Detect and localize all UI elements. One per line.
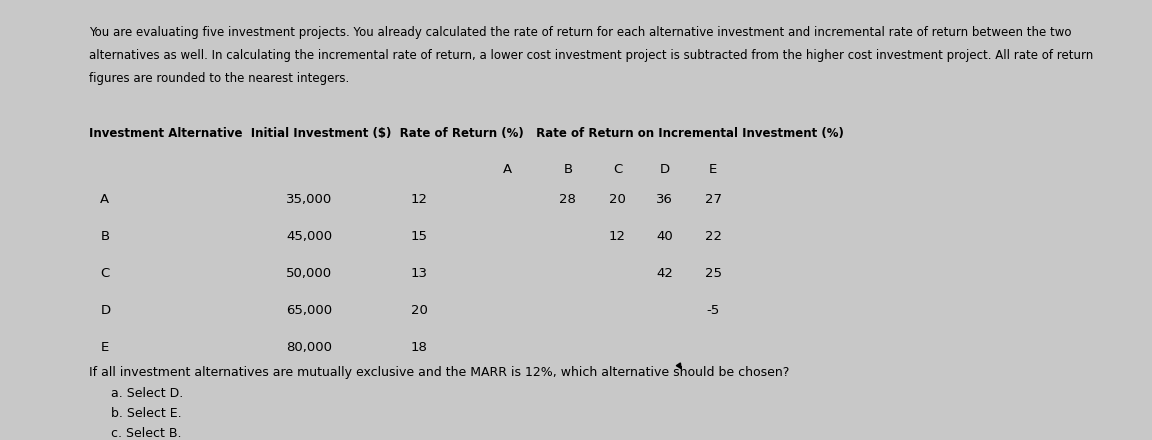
Text: D: D [100, 304, 111, 317]
Text: C: C [613, 163, 622, 176]
Text: 18: 18 [411, 341, 427, 354]
Text: figures are rounded to the nearest integers.: figures are rounded to the nearest integ… [90, 72, 349, 85]
Text: 13: 13 [411, 267, 427, 280]
Text: alternatives as well. In calculating the incremental rate of return, a lower cos: alternatives as well. In calculating the… [90, 49, 1093, 62]
Text: 12: 12 [411, 193, 427, 205]
Text: -5: -5 [706, 304, 720, 317]
Text: 65,000: 65,000 [287, 304, 333, 317]
Text: E: E [708, 163, 718, 176]
Text: D: D [660, 163, 669, 176]
Text: 36: 36 [657, 193, 673, 205]
Text: B: B [100, 230, 109, 243]
Text: b. Select E.: b. Select E. [112, 407, 182, 420]
Text: 12: 12 [609, 230, 626, 243]
Text: a. Select D.: a. Select D. [112, 387, 183, 400]
Text: 25: 25 [705, 267, 721, 280]
Text: B: B [563, 163, 573, 176]
Text: 20: 20 [609, 193, 626, 205]
Text: 45,000: 45,000 [287, 230, 333, 243]
Text: C: C [100, 267, 109, 280]
Text: You are evaluating five investment projects. You already calculated the rate of : You are evaluating five investment proje… [90, 26, 1071, 39]
Text: A: A [502, 163, 511, 176]
Text: 42: 42 [657, 267, 673, 280]
Text: 20: 20 [411, 304, 427, 317]
Text: 80,000: 80,000 [287, 341, 332, 354]
Text: E: E [100, 341, 108, 354]
Text: A: A [100, 193, 109, 205]
Text: 35,000: 35,000 [286, 193, 333, 205]
Text: If all investment alternatives are mutually exclusive and the MARR is 12%, which: If all investment alternatives are mutua… [90, 366, 789, 379]
Text: 22: 22 [705, 230, 721, 243]
Text: c. Select B.: c. Select B. [112, 427, 182, 440]
Text: 50,000: 50,000 [287, 267, 333, 280]
Text: 28: 28 [560, 193, 576, 205]
Text: 15: 15 [411, 230, 427, 243]
Text: 40: 40 [657, 230, 673, 243]
Text: 27: 27 [705, 193, 721, 205]
Text: Investment Alternative  Initial Investment ($)  Rate of Return (%)   Rate of Ret: Investment Alternative Initial Investmen… [90, 127, 844, 140]
